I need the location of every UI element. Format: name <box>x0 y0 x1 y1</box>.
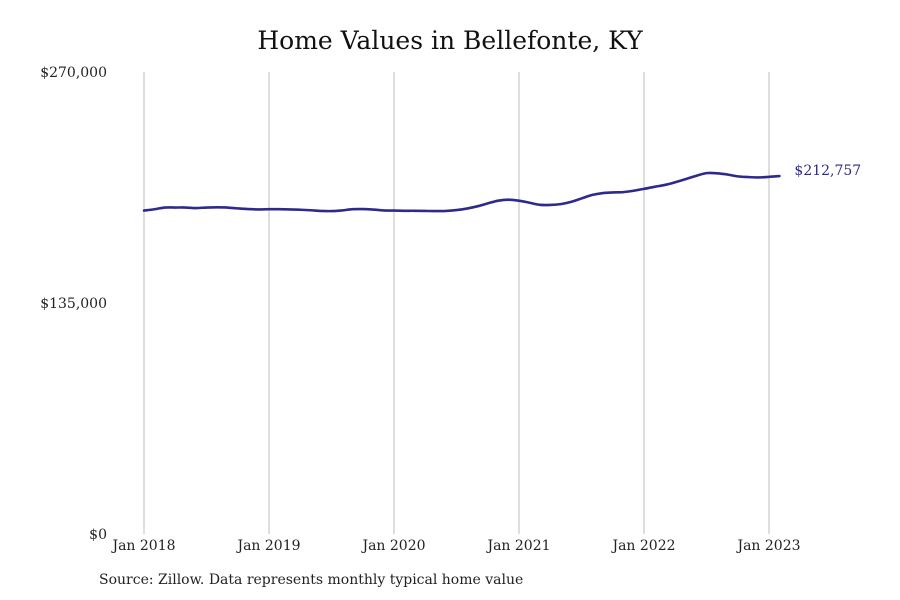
x-axis-ticks: Jan 2018 Jan 2019 Jan 2020 Jan 2021 Jan 2022… <box>110 538 800 554</box>
x-tick-label: Jan 2021 <box>485 538 550 554</box>
chart-title: Home Values in Bellefonte, KY <box>257 26 643 55</box>
x-tick-label: Jan 2019 <box>235 538 300 554</box>
grid-lines <box>143 72 770 534</box>
y-axis-ticks: $0 $135,000 $270,000 <box>40 65 107 543</box>
x-tick-label: Jan 2018 <box>110 538 175 554</box>
x-tick-label: Jan 2022 <box>610 538 675 554</box>
end-value-label: $212,757 <box>794 163 861 179</box>
y-tick-label: $135,000 <box>40 296 107 312</box>
series-line <box>142 171 781 213</box>
source-note: Source: Zillow. Data represents monthly … <box>99 572 524 588</box>
x-tick-label: Jan 2020 <box>360 538 425 554</box>
y-tick-label: $270,000 <box>40 65 107 81</box>
y-tick-label: $0 <box>89 527 107 543</box>
x-tick-label: Jan 2023 <box>735 538 800 554</box>
series: $212,757 <box>142 163 861 213</box>
